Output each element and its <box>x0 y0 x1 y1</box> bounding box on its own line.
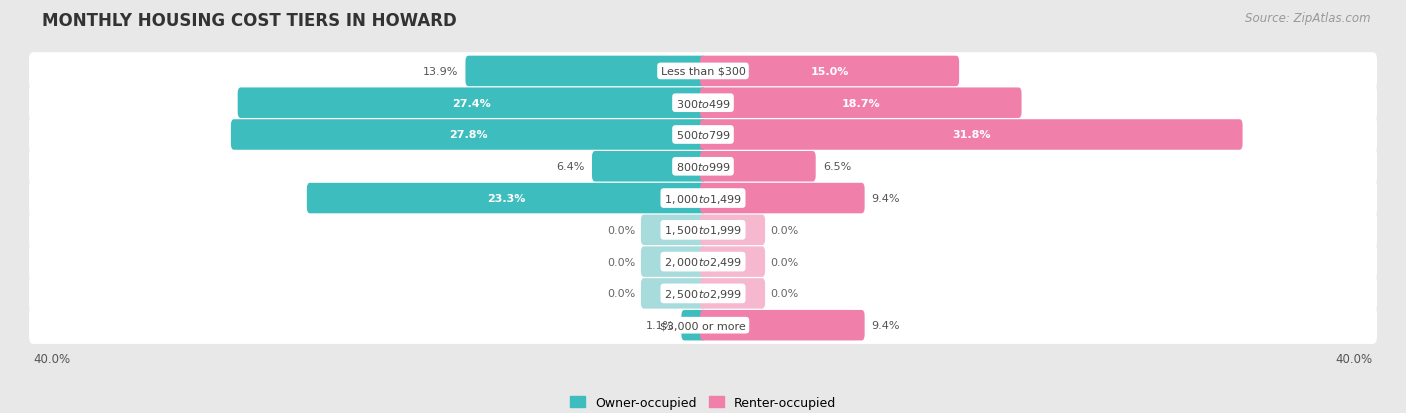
Text: $300 to $499: $300 to $499 <box>675 97 731 109</box>
FancyBboxPatch shape <box>30 307 1376 344</box>
FancyBboxPatch shape <box>307 183 706 214</box>
Text: 23.3%: 23.3% <box>488 194 526 204</box>
FancyBboxPatch shape <box>30 85 1376 122</box>
Text: 40.0%: 40.0% <box>1336 352 1372 365</box>
Text: $800 to $999: $800 to $999 <box>675 161 731 173</box>
Text: 0.0%: 0.0% <box>607 257 636 267</box>
FancyBboxPatch shape <box>700 120 1243 150</box>
Text: 40.0%: 40.0% <box>34 352 70 365</box>
FancyBboxPatch shape <box>231 120 706 150</box>
FancyBboxPatch shape <box>30 243 1376 281</box>
Text: $3,000 or more: $3,000 or more <box>661 320 745 330</box>
FancyBboxPatch shape <box>700 278 765 309</box>
FancyBboxPatch shape <box>700 88 1022 119</box>
FancyBboxPatch shape <box>641 247 706 277</box>
Text: 9.4%: 9.4% <box>872 194 900 204</box>
Text: 0.0%: 0.0% <box>607 225 636 235</box>
FancyBboxPatch shape <box>682 310 706 341</box>
Text: 0.0%: 0.0% <box>770 225 799 235</box>
Text: 15.0%: 15.0% <box>810 67 849 77</box>
FancyBboxPatch shape <box>30 180 1376 217</box>
Text: $1,500 to $1,999: $1,500 to $1,999 <box>664 224 742 237</box>
FancyBboxPatch shape <box>30 148 1376 185</box>
FancyBboxPatch shape <box>700 310 865 341</box>
FancyBboxPatch shape <box>700 183 865 214</box>
FancyBboxPatch shape <box>700 215 765 245</box>
Text: $2,500 to $2,999: $2,500 to $2,999 <box>664 287 742 300</box>
Text: 6.5%: 6.5% <box>823 162 851 172</box>
FancyBboxPatch shape <box>238 88 706 119</box>
Text: 27.4%: 27.4% <box>453 98 491 109</box>
Text: 27.8%: 27.8% <box>449 130 488 140</box>
FancyBboxPatch shape <box>700 57 959 87</box>
FancyBboxPatch shape <box>30 275 1376 312</box>
Text: 13.9%: 13.9% <box>423 67 458 77</box>
Text: 18.7%: 18.7% <box>841 98 880 109</box>
Text: 31.8%: 31.8% <box>952 130 990 140</box>
Text: 0.0%: 0.0% <box>770 289 799 299</box>
FancyBboxPatch shape <box>641 215 706 245</box>
FancyBboxPatch shape <box>592 152 706 182</box>
FancyBboxPatch shape <box>30 116 1376 154</box>
FancyBboxPatch shape <box>641 278 706 309</box>
Text: 0.0%: 0.0% <box>770 257 799 267</box>
FancyBboxPatch shape <box>700 247 765 277</box>
Text: Source: ZipAtlas.com: Source: ZipAtlas.com <box>1246 12 1371 25</box>
Text: 0.0%: 0.0% <box>607 289 636 299</box>
FancyBboxPatch shape <box>700 152 815 182</box>
Text: $1,000 to $1,499: $1,000 to $1,499 <box>664 192 742 205</box>
Text: 1.1%: 1.1% <box>647 320 675 330</box>
Text: $500 to $799: $500 to $799 <box>675 129 731 141</box>
FancyBboxPatch shape <box>30 53 1376 90</box>
Text: $2,000 to $2,499: $2,000 to $2,499 <box>664 256 742 268</box>
FancyBboxPatch shape <box>30 211 1376 249</box>
Text: MONTHLY HOUSING COST TIERS IN HOWARD: MONTHLY HOUSING COST TIERS IN HOWARD <box>42 12 457 30</box>
Legend: Owner-occupied, Renter-occupied: Owner-occupied, Renter-occupied <box>565 391 841 413</box>
Text: Less than $300: Less than $300 <box>661 67 745 77</box>
Text: 9.4%: 9.4% <box>872 320 900 330</box>
Text: 6.4%: 6.4% <box>557 162 585 172</box>
FancyBboxPatch shape <box>465 57 706 87</box>
